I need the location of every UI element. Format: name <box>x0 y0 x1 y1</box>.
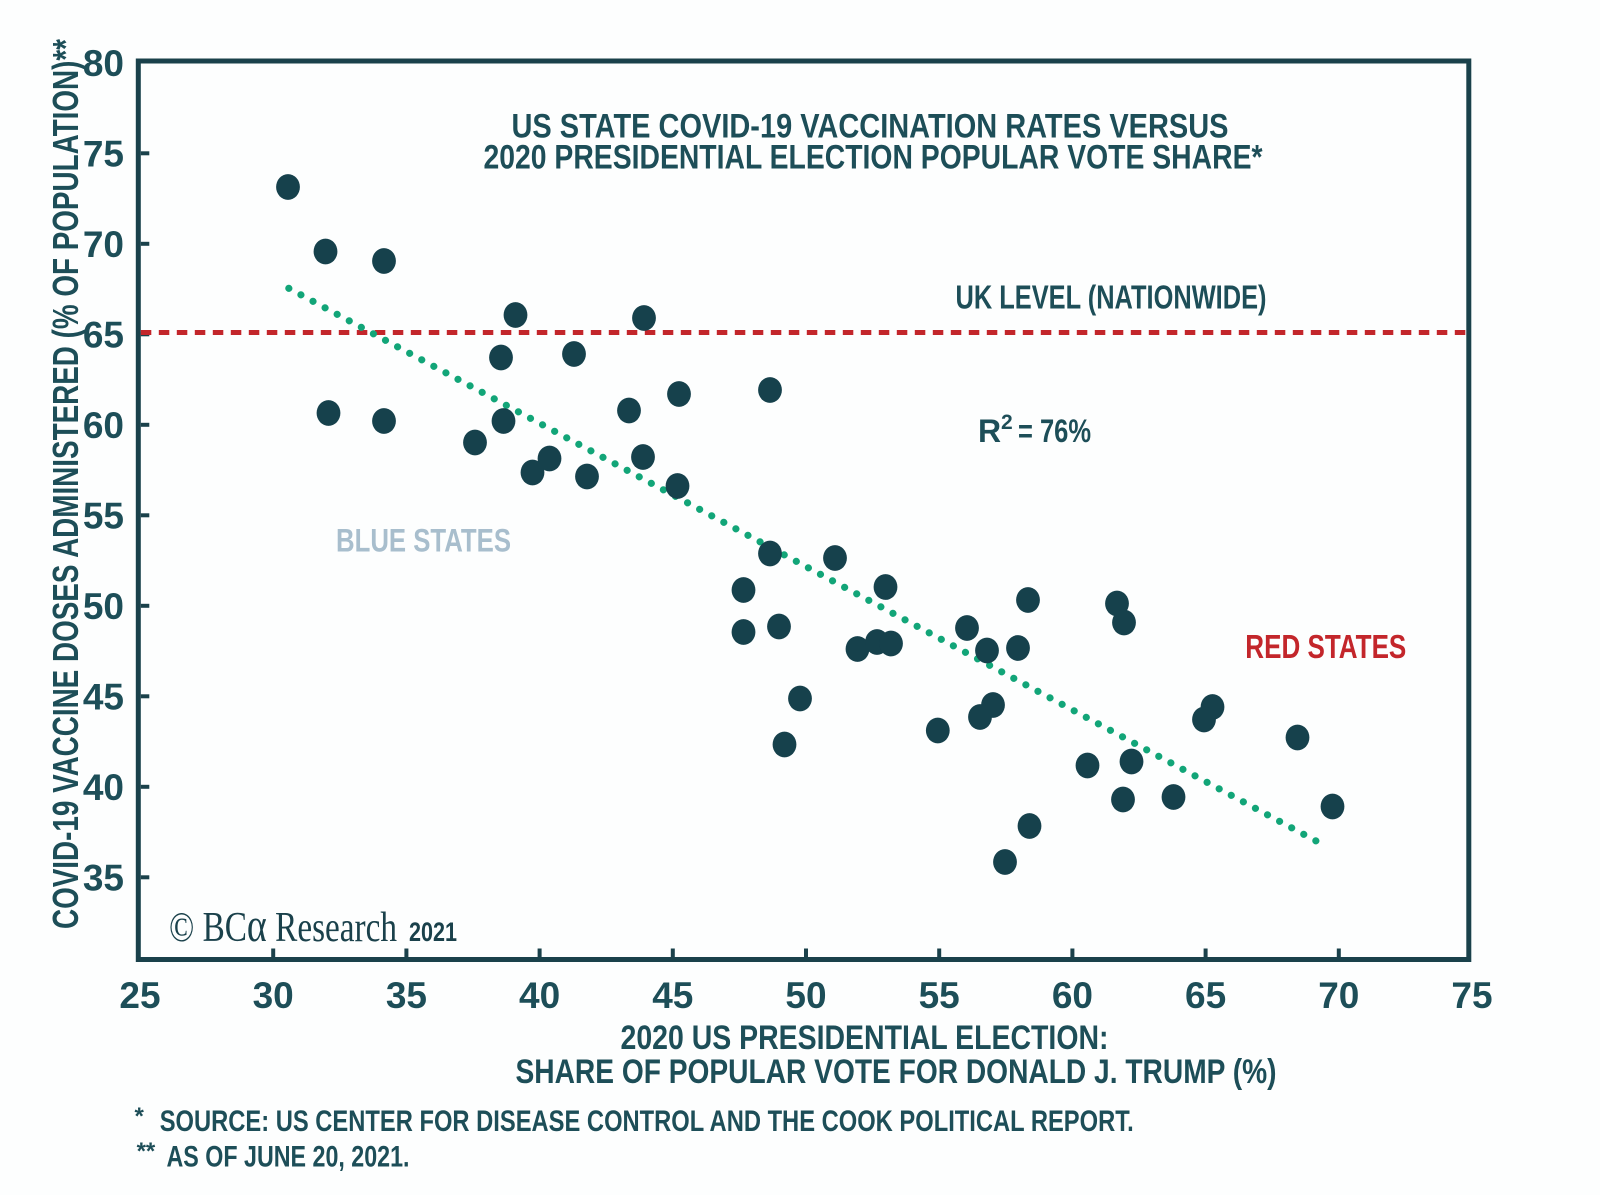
svg-text:60: 60 <box>83 405 124 446</box>
svg-text:75: 75 <box>1451 975 1492 1016</box>
svg-text:US STATE COVID-19 VACCINATION: US STATE COVID-19 VACCINATION RATES VERS… <box>512 108 1229 146</box>
svg-text:40: 40 <box>83 767 124 808</box>
svg-text:SOURCE: US CENTER FOR DISEASE: SOURCE: US CENTER FOR DISEASE CONTROL AN… <box>160 1105 1134 1138</box>
svg-text:35: 35 <box>83 857 124 898</box>
svg-text:*: * <box>135 1103 145 1130</box>
svg-text:30: 30 <box>253 975 294 1016</box>
svg-text:55: 55 <box>919 975 960 1016</box>
svg-text:COVID-19 VACCINE DOSES ADMINIS: COVID-19 VACCINE DOSES ADMINISTERED (% O… <box>45 39 86 929</box>
svg-text:25: 25 <box>119 975 160 1016</box>
svg-text:© BCα Research: © BCα Research <box>169 899 397 952</box>
svg-text:BLUE STATES: BLUE STATES <box>336 523 511 559</box>
svg-text:AS OF JUNE 20, 2021.: AS OF JUNE 20, 2021. <box>167 1141 410 1174</box>
svg-text:R: R <box>978 413 1001 449</box>
svg-text:SHARE OF POPULAR VOTE FOR DONA: SHARE OF POPULAR VOTE FOR DONALD J. TRUM… <box>516 1053 1277 1091</box>
svg-text:80: 80 <box>83 43 124 84</box>
svg-text:65: 65 <box>83 314 124 355</box>
svg-text:**: ** <box>137 1138 156 1165</box>
svg-text:2021: 2021 <box>409 917 457 947</box>
svg-text:70: 70 <box>83 224 124 265</box>
svg-text:40: 40 <box>519 975 560 1016</box>
svg-text:2020 PRESIDENTIAL ELECTION POP: 2020 PRESIDENTIAL ELECTION POPULAR VOTE … <box>484 139 1263 177</box>
svg-text:50: 50 <box>785 975 826 1016</box>
svg-text:50: 50 <box>83 586 124 627</box>
svg-text:RED STATES: RED STATES <box>1245 628 1406 665</box>
svg-text:35: 35 <box>386 975 427 1016</box>
svg-text:45: 45 <box>83 676 124 717</box>
svg-text:UK LEVEL (NATIONWIDE): UK LEVEL (NATIONWIDE) <box>956 280 1267 317</box>
svg-text:2: 2 <box>1001 411 1013 434</box>
svg-text:55: 55 <box>83 495 124 536</box>
svg-text:= 76%: = 76% <box>1018 413 1091 449</box>
svg-text:2020 US PRESIDENTIAL ELECTION:: 2020 US PRESIDENTIAL ELECTION: <box>621 1019 1109 1057</box>
svg-text:45: 45 <box>652 975 693 1016</box>
svg-text:60: 60 <box>1052 975 1093 1016</box>
svg-text:70: 70 <box>1318 975 1359 1016</box>
svg-text:75: 75 <box>83 133 124 174</box>
svg-text:65: 65 <box>1185 975 1226 1016</box>
